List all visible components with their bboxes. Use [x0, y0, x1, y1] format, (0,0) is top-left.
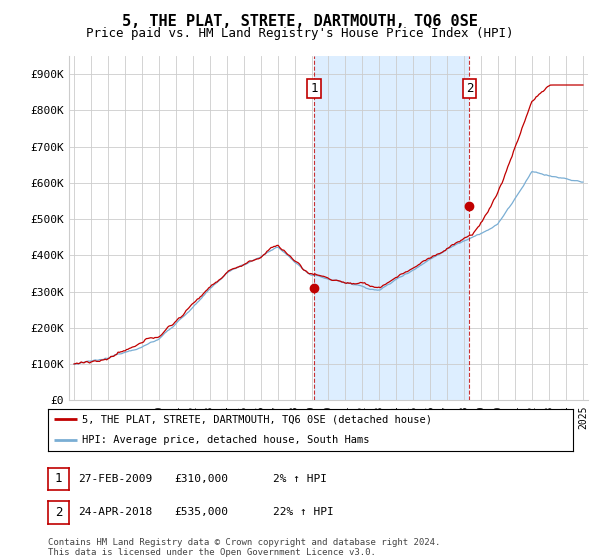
- Text: 5, THE PLAT, STRETE, DARTMOUTH, TQ6 0SE: 5, THE PLAT, STRETE, DARTMOUTH, TQ6 0SE: [122, 14, 478, 29]
- Text: Contains HM Land Registry data © Crown copyright and database right 2024.
This d: Contains HM Land Registry data © Crown c…: [48, 538, 440, 557]
- Text: 2% ↑ HPI: 2% ↑ HPI: [273, 474, 327, 484]
- Text: 22% ↑ HPI: 22% ↑ HPI: [273, 507, 334, 517]
- Text: 2: 2: [466, 82, 473, 95]
- Text: 1: 1: [310, 82, 318, 95]
- Text: Price paid vs. HM Land Registry's House Price Index (HPI): Price paid vs. HM Land Registry's House …: [86, 27, 514, 40]
- Text: £535,000: £535,000: [174, 507, 228, 517]
- Text: HPI: Average price, detached house, South Hams: HPI: Average price, detached house, Sout…: [82, 435, 370, 445]
- Text: 24-APR-2018: 24-APR-2018: [78, 507, 152, 517]
- Bar: [314, 56, 469, 400]
- Text: 1: 1: [55, 472, 62, 486]
- Text: £310,000: £310,000: [174, 474, 228, 484]
- Text: 27-FEB-2009: 27-FEB-2009: [78, 474, 152, 484]
- Text: 2: 2: [55, 506, 62, 519]
- Text: 5, THE PLAT, STRETE, DARTMOUTH, TQ6 0SE (detached house): 5, THE PLAT, STRETE, DARTMOUTH, TQ6 0SE …: [82, 414, 432, 424]
